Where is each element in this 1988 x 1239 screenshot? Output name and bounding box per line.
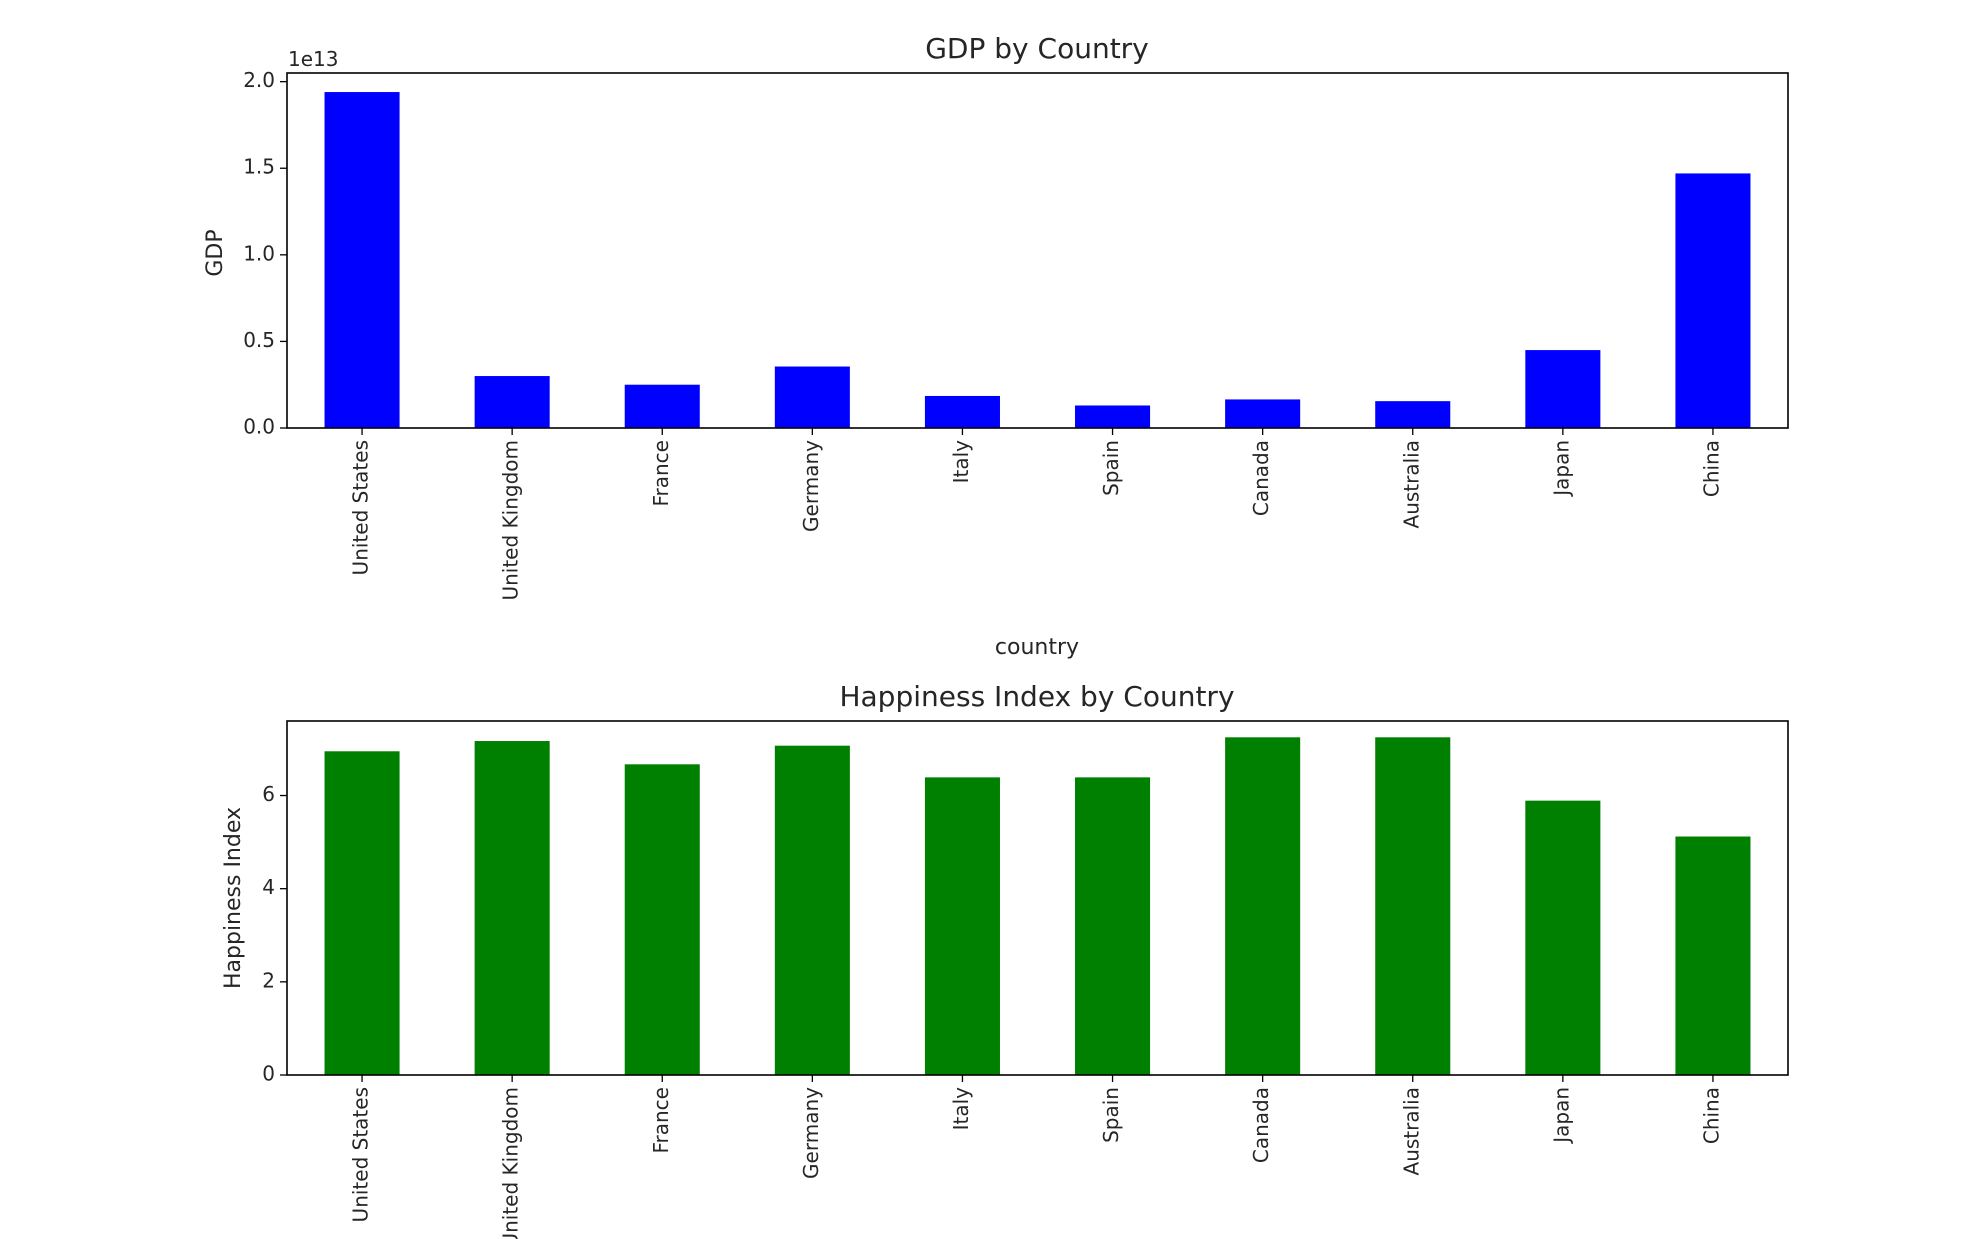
bar <box>624 384 700 428</box>
x-tick-label: Canada <box>1249 440 1273 516</box>
x-tick-label: Australia <box>1399 440 1423 528</box>
y-tick-label: 4 <box>262 875 275 899</box>
bar <box>1375 737 1451 1075</box>
y-tick-label: 0.0 <box>243 415 275 439</box>
x-tick-label: Italy <box>949 440 973 484</box>
x-tick-label: United States <box>349 1087 373 1222</box>
x-tick-label: China <box>1699 1087 1723 1144</box>
y-offset-text: 1e13 <box>288 47 338 71</box>
x-tick-label: Spain <box>1099 1087 1123 1143</box>
axes-frame <box>286 720 1789 1076</box>
bar <box>1525 350 1601 428</box>
y-tick-label: 1.0 <box>243 241 275 265</box>
y-tick-label: 6 <box>262 782 275 806</box>
y-ticks: 0 2 4 6 <box>262 782 287 1086</box>
bar <box>1225 399 1301 428</box>
x-tick-label: United States <box>349 440 373 575</box>
x-tick-label: Japan <box>1549 1087 1573 1145</box>
x-tick-label: United Kingdom <box>499 440 523 601</box>
bar <box>624 764 700 1075</box>
x-tick-label: Germany <box>799 440 823 532</box>
y-tick-label: 2 <box>262 968 275 992</box>
bar <box>924 395 1000 428</box>
y-tick-label: 0.5 <box>243 328 275 352</box>
x-tick-label: Spain <box>1099 440 1123 496</box>
gdp-chart-panel: GDP by Country 1e13 GDP country 0.0 0.5 1.… <box>203 32 1789 660</box>
x-ticks: United States United Kingdom France Germany… <box>349 428 1723 601</box>
x-axis-label: country <box>995 635 1079 660</box>
bar <box>774 745 850 1075</box>
bar <box>1525 800 1601 1075</box>
x-tick-label: Japan <box>1549 440 1573 498</box>
y-tick-label: 2.0 <box>243 68 275 92</box>
bar <box>324 92 400 429</box>
bar <box>1075 777 1151 1075</box>
bar <box>474 741 550 1075</box>
y-axis-label: Happiness Index <box>221 807 246 989</box>
bar <box>1375 401 1451 428</box>
bars <box>324 92 1751 429</box>
chart-title: Happiness Index by Country <box>839 680 1234 713</box>
x-tick-label: Canada <box>1249 1087 1273 1163</box>
x-tick-label: Italy <box>949 1087 973 1131</box>
x-tick-label: United Kingdom <box>499 1087 523 1239</box>
x-ticks: United States United Kingdom France Germany… <box>349 1075 1723 1239</box>
bar <box>1675 836 1751 1075</box>
y-tick-label: 1.5 <box>243 155 275 179</box>
x-tick-label: Germany <box>799 1087 823 1179</box>
bar <box>774 366 850 428</box>
bar <box>474 376 550 428</box>
happiness-chart-panel: Happiness Index by Country Happiness Ind… <box>221 680 1789 1239</box>
x-tick-label: Australia <box>1399 1087 1423 1175</box>
bar <box>1675 173 1751 428</box>
bar <box>324 751 400 1075</box>
x-tick-label: China <box>1699 440 1723 497</box>
chart-title: GDP by Country <box>925 32 1149 65</box>
y-ticks: 0.0 0.5 1.0 1.5 2.0 <box>243 68 287 439</box>
bar <box>924 777 1000 1075</box>
x-tick-label: France <box>649 440 673 507</box>
bars <box>324 737 1751 1075</box>
axes-frame <box>286 72 1789 429</box>
bar <box>1225 737 1301 1075</box>
y-axis-label: GDP <box>203 229 228 276</box>
x-tick-label: France <box>649 1087 673 1154</box>
bar <box>1075 405 1151 428</box>
y-tick-label: 0 <box>262 1062 275 1086</box>
